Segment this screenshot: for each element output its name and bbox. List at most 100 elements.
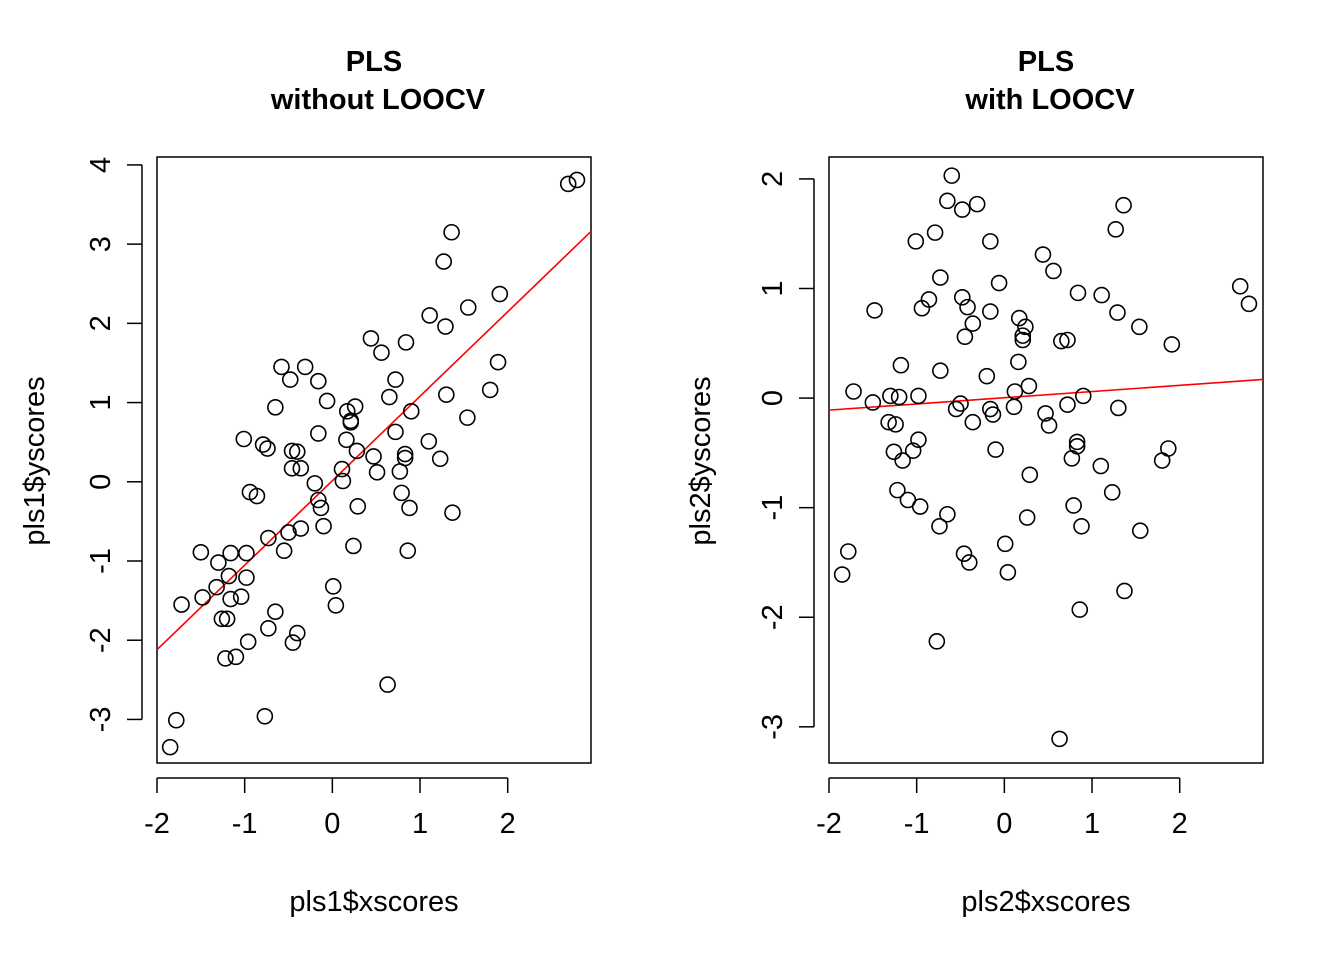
panel-2-data-point [1071, 601, 1089, 618]
panel-2-data-point [1163, 336, 1181, 353]
panel-1-y-tick-label: 2 [85, 315, 117, 331]
panel-2-data-point [1074, 387, 1092, 405]
panel-2-data-point [833, 566, 851, 583]
panel-2-data-point [968, 195, 986, 213]
panel-1-data-point [283, 460, 301, 477]
panel-1-title-line-2: without LOOCV [270, 84, 486, 116]
panel-2-x-tick-label: -1 [904, 808, 930, 840]
panel-2-data-point [1131, 522, 1149, 539]
panel-2-y-tick-label: 0 [757, 390, 789, 406]
panel-2-y-tick-label: -3 [757, 714, 789, 740]
panel-2-data-point [1092, 457, 1110, 475]
panel-1: PLS without LOOCV -2 -1 0 1 2 -3 -2 -1 0 1 2 3 4 pls… [19, 46, 592, 918]
panel-2-data-point [1059, 331, 1076, 349]
panel-1-data-point [288, 443, 306, 460]
panel-2-data-point [1040, 417, 1058, 434]
panel-2-data-point [1103, 484, 1121, 501]
panel-2-data-point [1231, 278, 1249, 295]
panel-1-x-tick-label: -1 [232, 808, 258, 840]
panel-2-regression-line [828, 378, 1264, 411]
panel-2-data-point [982, 303, 999, 320]
panel-1-plot-frame [156, 156, 592, 764]
panel-2-data-point [1073, 517, 1090, 535]
panel-1-data-point [491, 285, 509, 303]
panel-1-data-point [288, 624, 306, 642]
panel-1-data-point [248, 487, 266, 505]
panel-1-data-point [210, 554, 227, 571]
panel-2-data-point [866, 302, 883, 319]
panel-2-data-point [864, 394, 882, 411]
panel-2-x-tick-label: 1 [1084, 808, 1100, 840]
panel-1-x-tick-label: 2 [500, 808, 516, 840]
panel-1-y-tick-label: -2 [85, 627, 117, 653]
panel-2-data-point [904, 442, 922, 459]
panel-2-data-point [1045, 262, 1062, 280]
panel-2-data-point [911, 498, 929, 515]
panel-2-data-point [890, 388, 908, 406]
panel-2-data-point [1160, 440, 1177, 457]
panel-1-data-point [397, 334, 415, 351]
panel-2-data-point [1069, 284, 1087, 302]
panel-2-data-point [910, 387, 927, 405]
panel-2-data-point [959, 298, 976, 316]
panel-1-data-point [310, 372, 327, 390]
panel-1-data-point [259, 440, 276, 457]
panel-1-axes: -2 -1 0 1 2 -3 -2 -1 0 1 2 3 4 [85, 157, 516, 840]
panel-1-data-point [222, 590, 239, 608]
panel-1-data-point [381, 388, 398, 406]
panel-2-data-point [887, 416, 904, 433]
panel-1-fit-line [156, 230, 592, 651]
panel-1-data-point [387, 423, 404, 441]
panel-1-data-point [444, 504, 461, 521]
panel-1-data-point [312, 499, 330, 517]
panel-1-data-point [333, 460, 351, 478]
panel-2-data-point [845, 383, 862, 400]
panel-1-data-point [393, 484, 410, 502]
panel-2-data-point [990, 274, 1008, 292]
panel-1-data-point [489, 353, 507, 371]
panel-1-data-point [324, 578, 342, 595]
panel-2: PLS with LOOCV -2 -1 0 1 2 -3 -2 -1 0 1 2 pls2$xsc… [685, 46, 1264, 918]
panel-1-data-point [213, 610, 231, 628]
panel-1-data-point [568, 171, 586, 189]
panel-2-data-point [1093, 286, 1110, 304]
panel-1-y-tick-label: 0 [85, 474, 117, 490]
panel-1-data-point [459, 409, 476, 426]
panel-1-data-point [292, 520, 310, 537]
panel-1-data-point [167, 711, 185, 729]
panel-2-data-point [987, 441, 1004, 458]
panel-1-data-point [280, 524, 297, 541]
panel-2-y-tick-label: -2 [757, 604, 789, 630]
panel-2-data-point [1109, 304, 1126, 321]
panel-2-data-point [928, 633, 946, 650]
panel-2-data-point [1010, 309, 1028, 327]
panel-1-data-point [399, 542, 417, 560]
panel-2-x-tick-label: 2 [1172, 808, 1188, 840]
panel-1-data-point [284, 634, 302, 651]
panel-1-data-point [227, 648, 245, 666]
panel-1-x-tick-label: 1 [412, 808, 428, 840]
panel-1-x-axis-label: pls1$xscores [289, 886, 458, 918]
panel-2-data-point [996, 535, 1014, 553]
panel-1-data-point [208, 578, 225, 596]
panel-2-data-point [926, 224, 944, 241]
panel-1-data-point [459, 299, 477, 316]
panel-1-data-point [192, 543, 210, 561]
panel-1-data-point [310, 491, 327, 509]
panel-1-data-point [373, 344, 390, 361]
panel-2-data-point [1116, 582, 1133, 600]
panel-2-data-point [943, 167, 961, 184]
panel-1-data-point [315, 517, 332, 535]
panel-2-data-point [939, 505, 956, 523]
panel-2-data-point [978, 367, 996, 385]
panel-2-data-point [894, 452, 911, 469]
panel-2-data-point [952, 395, 969, 412]
panel-1-data-point [310, 425, 327, 442]
panel-1-data-point [365, 448, 382, 465]
panel-1-data-point [235, 430, 253, 448]
panel-1-data-point [254, 436, 272, 453]
panel-2-x-tick-label: -2 [816, 808, 842, 840]
panel-2-data-point [1068, 433, 1086, 451]
panel-1-data-point [232, 588, 250, 605]
